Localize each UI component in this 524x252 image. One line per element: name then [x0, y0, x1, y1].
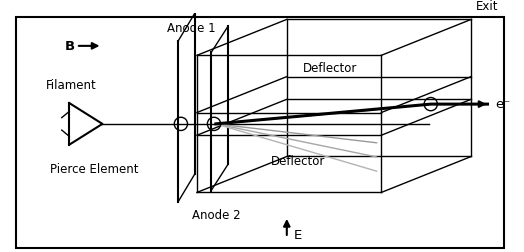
Text: B: B: [64, 40, 75, 53]
Text: e⁻: e⁻: [495, 97, 510, 110]
Text: Filament: Filament: [46, 78, 96, 91]
Text: E: E: [293, 228, 302, 241]
Text: Anode 2: Anode 2: [192, 208, 240, 221]
Text: Pierce Element: Pierce Element: [50, 162, 139, 175]
Text: Anode 1: Anode 1: [167, 21, 215, 35]
Text: Exit: Exit: [476, 0, 498, 13]
Text: Deflector: Deflector: [271, 154, 325, 167]
Text: Deflector: Deflector: [302, 62, 357, 75]
